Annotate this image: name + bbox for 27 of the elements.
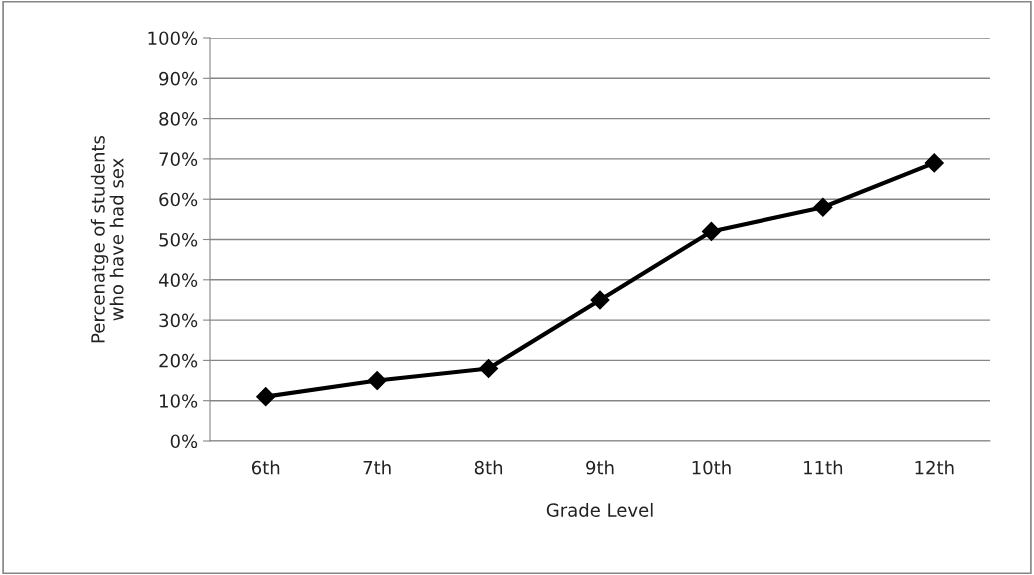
y-tick-label: 0% [170, 434, 198, 449]
x-tick-label: 11th [804, 460, 843, 475]
y-tick-label: 30% [159, 313, 198, 328]
point [590, 290, 610, 310]
point [813, 197, 833, 217]
x-tick-label: 12th [915, 460, 954, 475]
y-tick-label: 50% [159, 232, 198, 247]
point [256, 387, 276, 407]
y-tick-label: 20% [159, 353, 198, 368]
point [367, 371, 387, 391]
x-tick-label: 10th [692, 460, 731, 475]
x-tick-label: 9th [586, 460, 614, 475]
point [701, 221, 721, 241]
x-tick-label: 7th [363, 460, 391, 475]
y-tick-label: 70% [159, 152, 198, 167]
y-tick-label: 100% [148, 31, 198, 46]
y-tick-label: 80% [159, 112, 198, 126]
y-axis-title: Percenatge of students who have had sex [90, 135, 124, 343]
x-tick-label: 8th [474, 460, 503, 475]
y-tick-label: 60% [159, 192, 198, 207]
y-tick-label: 10% [160, 394, 198, 408]
point [924, 153, 944, 173]
x-axis-title: Grade Level [546, 502, 653, 517]
point [479, 358, 499, 378]
y-tick-label: 40% [158, 273, 198, 287]
y-tick-label: 90% [159, 71, 198, 86]
x-tick-label: 6th [251, 460, 280, 475]
